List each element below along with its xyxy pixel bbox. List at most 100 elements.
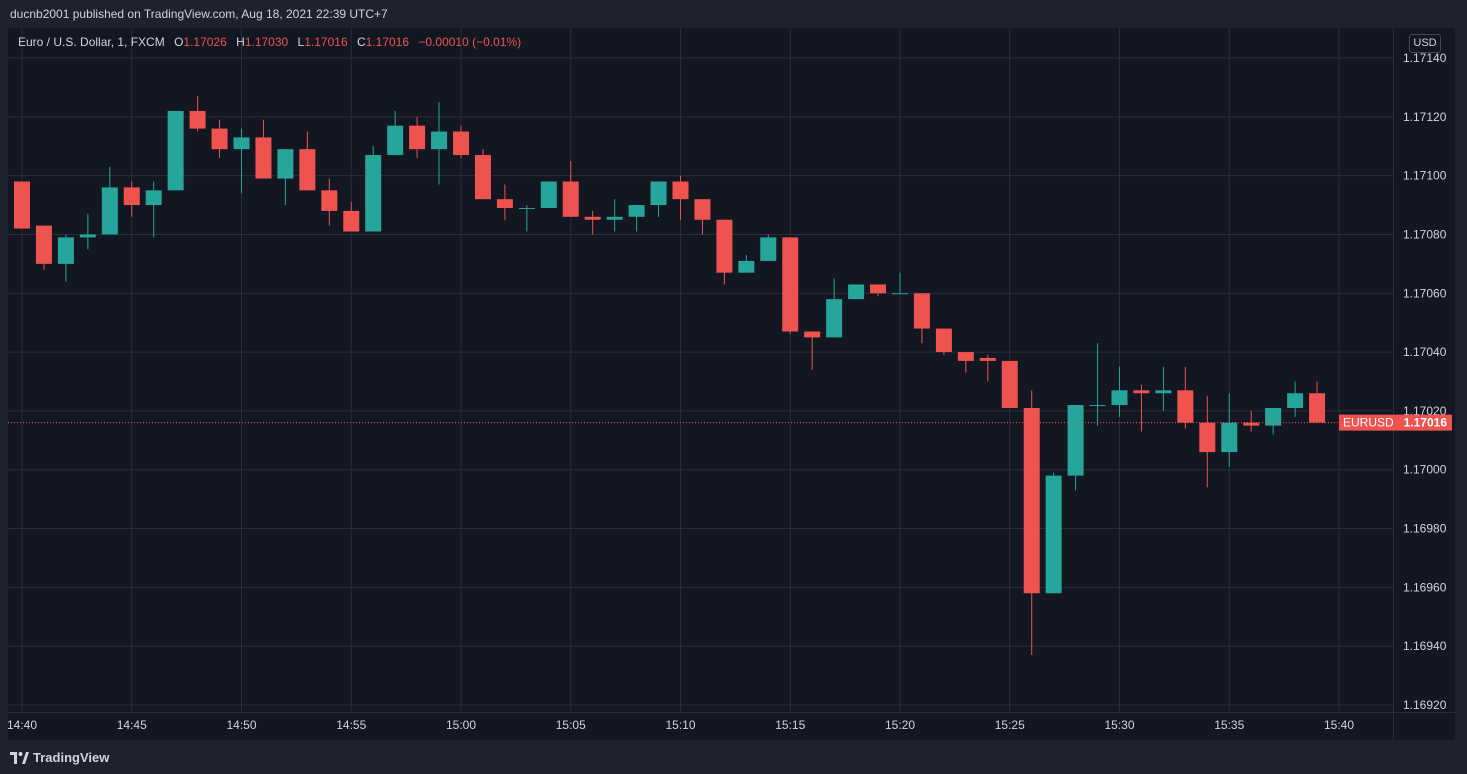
candles <box>14 96 1326 656</box>
candle <box>1111 366 1128 417</box>
y-tick-label: 1.16980 <box>1403 522 1447 536</box>
y-tick-label: 1.16920 <box>1403 698 1447 712</box>
x-tick-label: 14:50 <box>226 718 256 732</box>
candle <box>584 210 601 235</box>
candle-body <box>804 331 821 338</box>
high-value: 1.17030 <box>244 35 289 49</box>
candle-body <box>1199 422 1216 453</box>
publish-header: ducnb2001 published on TradingView.com, … <box>0 0 1467 28</box>
candle-body <box>453 131 469 156</box>
candle <box>606 199 623 232</box>
candle-body <box>1243 422 1260 426</box>
candle <box>211 119 228 158</box>
candle <box>35 225 52 270</box>
x-tick-label: 15:40 <box>1324 718 1354 732</box>
candle <box>1199 396 1216 488</box>
ohlc-legend: Euro / U.S. Dollar, 1, FXCM O1.17026 H1.… <box>18 35 521 49</box>
y-tick-label: 1.17040 <box>1403 345 1447 359</box>
candle <box>848 284 865 300</box>
x-tick-label: 15:35 <box>1214 718 1244 732</box>
candle-body <box>496 199 513 208</box>
candle <box>343 202 360 232</box>
price-tag-symbol: EURUSD <box>1343 416 1394 430</box>
candle <box>562 160 579 217</box>
candle <box>189 96 206 132</box>
candle-body <box>716 219 733 273</box>
candle <box>1089 343 1106 426</box>
candle-body <box>1089 405 1106 407</box>
candle-body <box>935 328 952 353</box>
candle <box>1133 384 1150 432</box>
y-tick-label: 1.17000 <box>1403 463 1447 477</box>
footer-bar <box>0 740 1467 774</box>
candle-body <box>101 187 118 235</box>
candle-body <box>277 149 294 179</box>
candle-body <box>650 181 667 206</box>
candle-body <box>167 110 184 191</box>
candle <box>387 110 404 156</box>
candle-body <box>321 190 338 211</box>
candle-body <box>913 293 930 329</box>
candle <box>716 219 733 285</box>
candle-body <box>299 149 316 191</box>
candle-body <box>540 181 557 208</box>
candle <box>233 128 250 194</box>
candle <box>1155 366 1172 411</box>
y-tick-label: 1.16960 <box>1403 580 1447 594</box>
x-tick-label: 15:10 <box>665 718 695 732</box>
candle <box>804 331 821 370</box>
candle <box>1045 472 1062 594</box>
y-tick-label: 1.17120 <box>1403 110 1447 124</box>
y-tick-label: 1.16940 <box>1403 639 1447 653</box>
candle-body <box>672 181 689 200</box>
candle-body <box>387 125 404 156</box>
x-tick-label: 15:15 <box>775 718 805 732</box>
candle <box>540 181 557 208</box>
candle <box>1001 360 1018 408</box>
candle <box>474 149 491 200</box>
candle-body <box>628 205 645 217</box>
candle-body <box>35 225 52 264</box>
candle <box>79 213 96 250</box>
axes: 1.17140 1.17120 1.17100 1.17080 1.17060 1.170… <box>7 28 1455 740</box>
candle-body <box>738 260 755 273</box>
candle-body <box>14 181 30 229</box>
y-tick-label: 1.17140 <box>1403 51 1447 65</box>
candle-body <box>123 187 140 206</box>
candle <box>1067 405 1084 491</box>
candle-body <box>1133 390 1150 394</box>
x-tick-label: 14:40 <box>7 718 37 732</box>
candle <box>255 119 272 179</box>
candle-body <box>1001 360 1018 408</box>
high-label: H <box>236 35 245 49</box>
open-label: O <box>174 35 184 49</box>
candle <box>979 355 996 382</box>
candle-body <box>1287 393 1304 408</box>
candle-body <box>409 125 426 150</box>
candle <box>628 205 645 232</box>
candle-body <box>1265 407 1282 426</box>
candle-body <box>1045 475 1062 594</box>
candle <box>760 234 777 261</box>
currency-button[interactable]: USD <box>1409 34 1441 53</box>
candle <box>321 178 338 226</box>
candle <box>123 181 140 217</box>
candle <box>431 102 448 185</box>
candle <box>1177 366 1194 429</box>
x-tick-label: 15:00 <box>446 718 476 732</box>
symbol-description[interactable]: Euro / U.S. Dollar, 1, FXCM <box>18 35 165 49</box>
y-tick-label: 1.17080 <box>1403 227 1447 241</box>
candle-body <box>1221 422 1238 453</box>
x-tick-label: 15:05 <box>556 718 586 732</box>
candle-body <box>562 181 579 217</box>
x-tick-label: 15:25 <box>995 718 1025 732</box>
candle-body <box>145 190 162 206</box>
candle <box>409 116 426 158</box>
tradingview-logo[interactable]: TradingView <box>10 750 109 765</box>
candle <box>145 181 162 238</box>
x-tick-label: 15:30 <box>1104 718 1134 732</box>
close-value: 1.17016 <box>365 35 410 49</box>
y-tick-label: 1.17100 <box>1403 169 1447 183</box>
candle <box>870 284 887 297</box>
